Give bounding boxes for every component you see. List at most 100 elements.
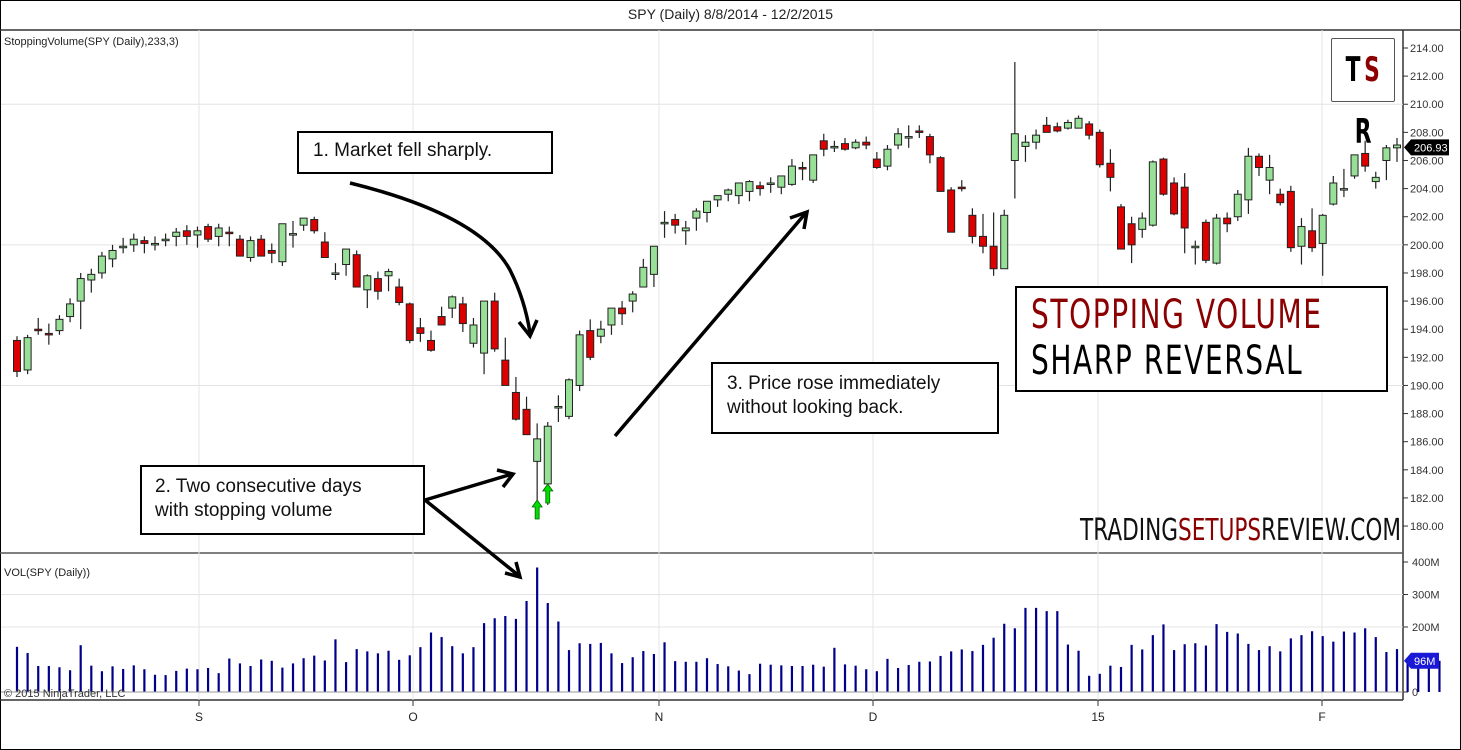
last-price-marker — [1404, 139, 1449, 156]
candlestick — [235, 234, 244, 257]
candlestick — [320, 232, 329, 258]
candlestick — [1255, 153, 1263, 176]
candlestick — [1053, 122, 1062, 133]
candlestick — [1276, 188, 1285, 206]
candlestick — [140, 236, 149, 254]
candlestick — [766, 177, 775, 193]
candlestick — [23, 334, 32, 375]
candlestick — [989, 212, 998, 276]
candlestick — [13, 336, 21, 378]
candlestick — [936, 156, 945, 192]
candlestick — [1159, 157, 1168, 196]
candlestick — [1286, 185, 1295, 252]
annotation-stopping-volume: 2. Two consecutive days with stopping vo… — [140, 465, 425, 535]
candlestick — [405, 302, 414, 344]
candlestick — [649, 245, 658, 288]
candlestick — [299, 217, 308, 231]
stopping-volume-title-box: STOPPING VOLUME SHARP REVERSAL — [1015, 286, 1388, 392]
candlestick — [66, 298, 75, 323]
candlestick — [1212, 213, 1221, 265]
candlestick — [1063, 119, 1072, 130]
chart-title: SPY (Daily) 8/8/2014 - 12/2/2015 — [627, 6, 834, 22]
annotation-market-fell: 1. Market fell sharply. — [297, 131, 553, 174]
candlestick — [915, 125, 924, 138]
candlestick — [607, 307, 616, 335]
candlestick — [119, 237, 128, 254]
candlestick — [756, 181, 765, 196]
website-watermark: TRADINGSETUPSREVIEW.COM — [1080, 513, 1402, 548]
price-axis-label: 202.00 — [1410, 212, 1444, 224]
stopping-volume-arrow-icon — [541, 483, 554, 504]
candlestick — [1010, 62, 1019, 199]
candlestick — [480, 300, 489, 375]
annotation-text: 1. Market fell sharply. — [313, 140, 493, 161]
annotation-text-line1: 3. Price rose immediately — [727, 373, 941, 394]
candlestick — [1244, 147, 1253, 214]
candlestick — [363, 274, 372, 309]
candlestick — [925, 133, 934, 164]
candlestick — [947, 187, 956, 233]
candlestick — [193, 226, 202, 248]
candlestick — [97, 251, 106, 279]
price-axis-label: 186.00 — [1410, 437, 1444, 449]
price-axis-label: 206.00 — [1410, 155, 1444, 167]
candlestick — [373, 271, 382, 300]
candlestick — [671, 213, 680, 234]
price-axis-label: 200.00 — [1410, 240, 1444, 252]
candlestick — [395, 278, 404, 306]
candlestick — [458, 296, 467, 333]
brand-headline: STOPPING VOLUME — [1031, 292, 1323, 338]
annotation-price-rose: 3. Price rose immediately without lookin… — [711, 362, 999, 434]
candlestick — [182, 225, 191, 245]
candlestick — [108, 244, 117, 268]
stopping-volume-arrow-icon — [531, 499, 543, 520]
candlestick — [511, 377, 520, 421]
arrow-price-rose-icon — [613, 212, 807, 438]
candlestick — [819, 133, 828, 157]
price-indicator-label: StoppingVolume(SPY (Daily),233,3) — [4, 36, 179, 48]
candlestick — [681, 220, 690, 245]
candlestick — [34, 317, 43, 335]
annotation-text-line2: without looking back. — [727, 397, 904, 418]
price-axis-label: 190.00 — [1410, 380, 1444, 392]
price-axis-label: 204.00 — [1410, 184, 1444, 196]
candlestick — [1201, 219, 1210, 264]
candlestick — [427, 330, 435, 352]
volume-axis-label: 400M — [1412, 557, 1440, 569]
volume-axis-label: 200M — [1412, 622, 1440, 634]
candlestick — [1085, 121, 1094, 140]
arrow-to-volume-icon — [423, 498, 520, 577]
candlestick — [55, 315, 64, 335]
candlestick — [777, 175, 786, 195]
candlestick — [734, 182, 743, 205]
candlestick — [1318, 213, 1327, 276]
candlestick — [1265, 154, 1274, 195]
candlestick — [979, 213, 987, 254]
candlestick — [1223, 212, 1232, 233]
price-axis-label: 182.00 — [1410, 493, 1444, 505]
arrow-to-candles-icon — [424, 472, 513, 502]
candlestick — [501, 337, 510, 386]
candlestick — [809, 154, 818, 183]
candlestick — [352, 250, 361, 288]
x-axis-label: N — [655, 710, 664, 724]
price-axis-label: 188.00 — [1410, 409, 1444, 421]
brand-subheadline: SHARP REVERSAL — [1031, 338, 1304, 384]
last-volume-marker — [1404, 652, 1439, 669]
candlestick — [204, 223, 213, 243]
candlestick — [1297, 218, 1306, 265]
candlestick — [331, 263, 340, 280]
candlestick — [214, 223, 223, 247]
x-axis-label: 15 — [1091, 710, 1105, 724]
candlestick — [1106, 149, 1115, 192]
candlestick — [342, 248, 351, 276]
volume-indicator-label: VOL(SPY (Daily)) — [4, 567, 90, 579]
volume-axis-label: 0 — [1412, 687, 1418, 699]
volume-axis-label: 300M — [1412, 590, 1440, 602]
candlestick — [830, 140, 839, 153]
candlestick — [904, 125, 913, 148]
price-axis-label: 208.00 — [1410, 127, 1444, 139]
price-axis-label: 194.00 — [1410, 324, 1444, 336]
candlestick — [469, 317, 478, 348]
candlestick — [448, 295, 457, 318]
